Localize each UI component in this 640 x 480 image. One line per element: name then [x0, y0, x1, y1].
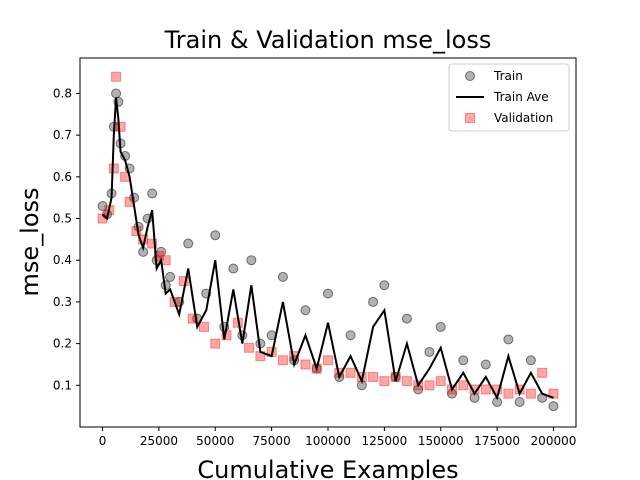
x-tick-label: 50000 — [196, 434, 234, 448]
x-tick-label: 125000 — [361, 434, 407, 448]
validation-point — [210, 338, 221, 349]
chart-title: Train & Validation mse_loss — [164, 26, 492, 54]
train-point — [548, 401, 559, 412]
validation-point — [199, 321, 209, 332]
train-point — [345, 330, 356, 341]
validation-point — [435, 376, 446, 387]
train-point — [300, 305, 311, 316]
y-tick-label: 0.7 — [53, 128, 72, 142]
train-point — [458, 355, 469, 366]
train-point — [435, 321, 446, 332]
train-point — [165, 271, 176, 282]
validation-point — [131, 226, 142, 237]
x-tick-label: 175000 — [474, 434, 520, 448]
train-point — [323, 288, 333, 299]
y-tick-label: 0.5 — [53, 212, 72, 226]
x-tick-label: 25000 — [140, 434, 178, 448]
y-axis-label: mse_loss — [16, 187, 44, 296]
validation-point — [345, 367, 356, 378]
train-point — [183, 238, 194, 249]
validation-point — [277, 355, 288, 366]
train-point — [480, 359, 491, 370]
legend-label-train-ave: Train Ave — [493, 90, 549, 104]
train-point — [368, 296, 379, 307]
train-point — [277, 271, 288, 282]
validation-point — [300, 359, 311, 370]
y-axis: 0.1 0.2 0.3 0.4 0.5 0.6 0.7 0.8 — [53, 86, 80, 392]
validation-point — [480, 384, 491, 395]
validation-point — [108, 163, 119, 174]
plot-area — [97, 71, 559, 412]
train-point — [379, 280, 390, 291]
x-axis: 0 25000 50000 75000 100000 125000 150000 175000… — [99, 427, 577, 448]
validation-point — [323, 355, 333, 366]
legend-label-validation: Validation — [494, 111, 553, 125]
y-tick-label: 0.8 — [53, 86, 72, 100]
validation-point — [503, 388, 514, 399]
x-tick-label: 75000 — [253, 434, 291, 448]
validation-point — [537, 367, 548, 378]
validation-point — [424, 380, 435, 391]
y-tick-label: 0.6 — [53, 170, 72, 184]
validation-point — [401, 376, 412, 387]
validation-point — [244, 342, 255, 353]
y-tick-label: 0.3 — [53, 295, 72, 309]
validation-point — [153, 251, 164, 262]
train-point — [401, 313, 412, 324]
train-point — [111, 88, 122, 99]
legend-box — [448, 63, 570, 132]
x-tick-label: 100000 — [305, 434, 351, 448]
train-point — [210, 230, 221, 241]
validation-point — [458, 380, 469, 391]
train-point — [503, 334, 514, 345]
x-axis-label: Cumulative Examples — [197, 456, 458, 480]
validation-point — [187, 313, 198, 324]
train-point — [228, 263, 239, 274]
train-point — [246, 255, 257, 266]
y-tick-label: 0.4 — [53, 253, 72, 267]
x-tick-label: 200000 — [531, 434, 577, 448]
y-tick-label: 0.2 — [53, 337, 72, 351]
train-point — [424, 346, 435, 357]
validation-point — [111, 71, 122, 82]
validation-point — [147, 238, 158, 249]
validation-point — [548, 388, 559, 399]
x-tick-label: 150000 — [418, 434, 464, 448]
train-point — [147, 188, 158, 199]
train-point — [525, 355, 536, 366]
legend: Train Train Ave Validation — [448, 63, 570, 132]
train-point — [514, 396, 525, 407]
train-point — [156, 246, 167, 257]
legend-marker-train — [465, 71, 475, 81]
legend-label-train: Train — [493, 69, 523, 83]
y-tick-label: 0.1 — [53, 378, 72, 392]
validation-point — [379, 376, 390, 387]
train-ave-line — [101, 97, 554, 401]
validation-point — [368, 371, 379, 382]
legend-marker-validation — [465, 113, 475, 123]
validation-point — [525, 388, 536, 399]
validation-point — [115, 121, 126, 132]
validation-point — [178, 276, 189, 287]
x-tick-label: 0 — [99, 434, 107, 448]
train-point — [97, 201, 108, 212]
